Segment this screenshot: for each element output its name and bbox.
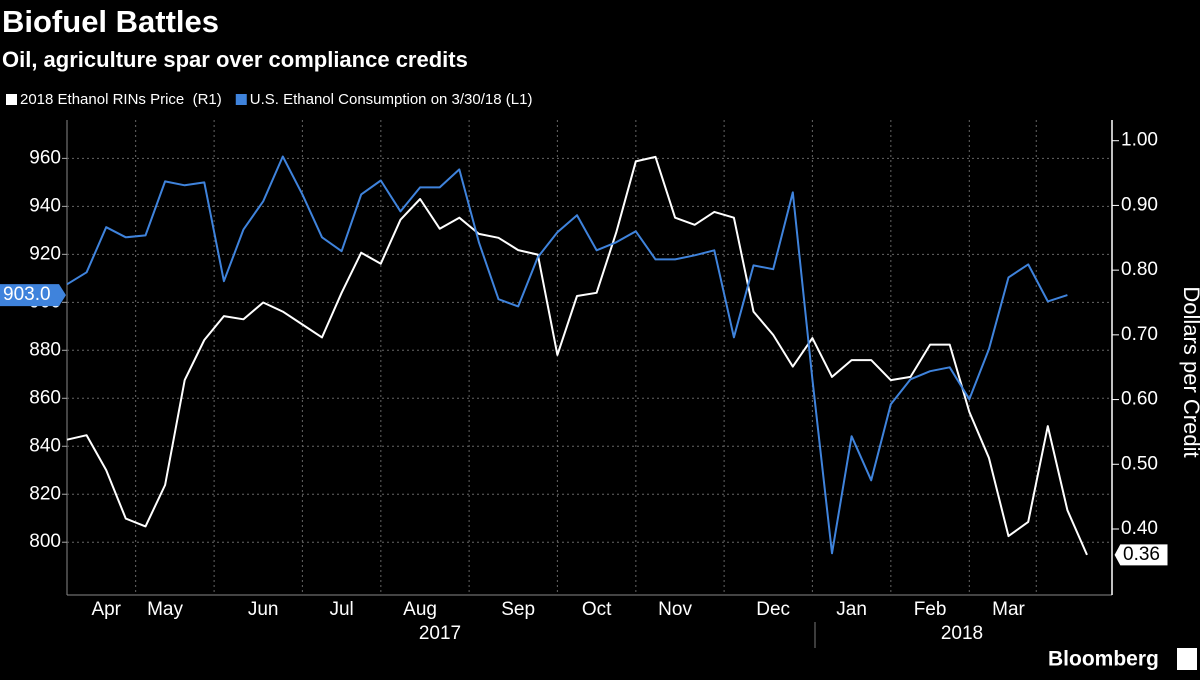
legend-label: 2018 Ethanol RINs Price (R1) [20,91,222,108]
x-tick-label: Aug [403,599,437,620]
value-label: 903.0 [3,284,51,305]
y-tick-label: 820 [29,483,61,504]
y-tick-label: 920 [29,243,61,264]
y2-axis-title: Dollars per Credit [1179,286,1200,457]
y2-tick-label: 0.80 [1121,259,1158,280]
year-label: 2017 [419,623,461,644]
y2-tick-label: 0.40 [1121,518,1158,539]
x-tick-label: Mar [992,599,1025,620]
y2-tick-label: 0.60 [1121,389,1158,410]
x-tick-label: Jul [329,599,353,620]
y-tick-label: 880 [29,339,61,360]
series-line [66,155,1068,555]
chart-subtitle: Oil, agriculture spar over compliance cr… [2,47,468,72]
x-tick-label: Jan [836,599,867,620]
x-tick-label: Dec [756,599,790,620]
chart-title: Biofuel Battles [2,4,219,39]
series-line [66,155,1088,556]
year-label: 2018 [941,623,983,644]
y2-tick-label: 0.70 [1121,324,1158,345]
legend-label: U.S. Ethanol Consumption on 3/30/18 (L1) [250,91,533,108]
x-tick-label: Sep [501,599,535,620]
y-tick-label: 960 [29,147,61,168]
y-tick-label: 800 [29,531,61,552]
legend-swatch [235,94,247,105]
y-tick-label: 840 [29,435,61,456]
x-tick-label: Feb [914,599,947,620]
legend-swatch [6,94,17,105]
source-logo: Bloomberg [1048,648,1159,671]
logo-icon [1177,648,1197,670]
y-tick-label: 860 [29,387,61,408]
y-tick-label: 940 [29,195,61,216]
x-tick-label: Oct [582,599,612,620]
x-tick-label: Nov [658,599,692,620]
y2-tick-label: 0.90 [1121,194,1158,215]
value-label-box [1113,543,1169,567]
x-tick-label: Apr [91,599,121,620]
y2-tick-label: 0.50 [1121,453,1158,474]
x-tick-label: Jun [248,599,279,620]
x-tick-label: May [147,599,183,620]
y2-tick-label: 1.00 [1121,130,1158,151]
value-label: 0.36 [1123,544,1160,565]
value-label-box [0,284,66,307]
